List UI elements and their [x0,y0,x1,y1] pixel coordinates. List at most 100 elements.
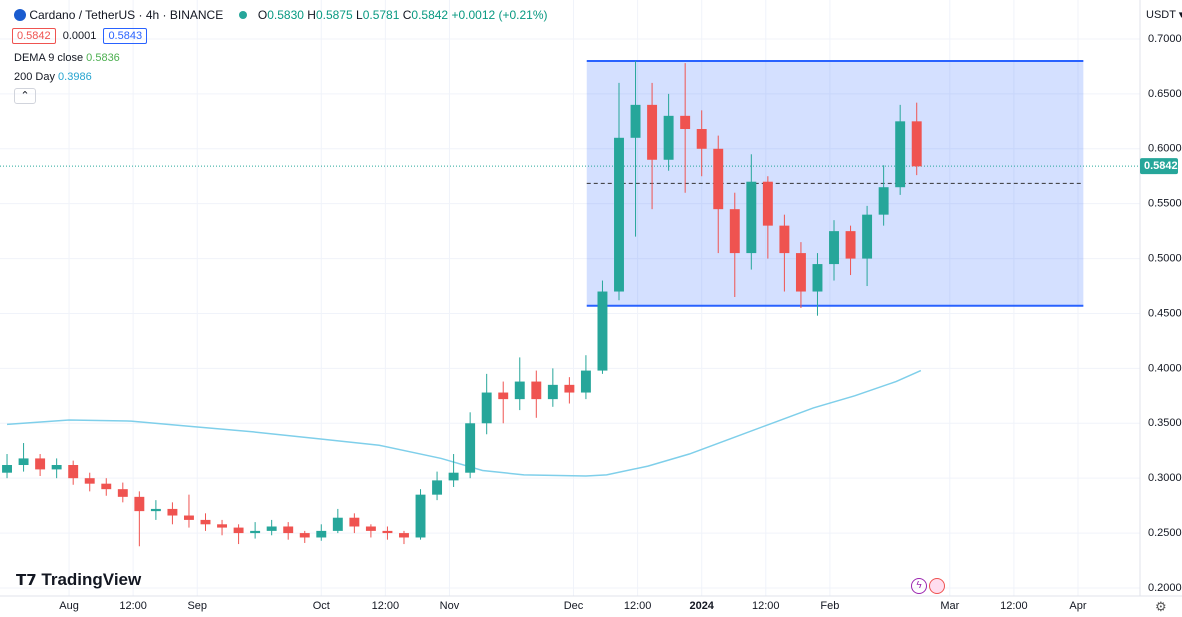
candle-body [200,519,211,525]
x-tick-label: 12:00 [752,600,780,612]
spread: 0.0001 [62,30,97,42]
candle-body [580,370,591,393]
candle-body [35,458,46,470]
ma-value: 0.3986 [58,71,92,83]
x-tick-label: Aug [59,600,79,612]
candle-body [729,209,740,254]
candle-body [432,480,443,495]
candle-body [365,526,376,531]
candle-body [184,515,194,520]
candle-body [117,489,128,497]
candle-body [746,181,757,254]
candle-body [713,148,724,210]
candle-body [498,392,509,400]
candle-body [316,530,327,538]
y-tick-label: 0.5500 [1148,198,1182,210]
c-label: C [402,8,412,22]
candle-body [217,524,228,528]
dema-name: DEMA 9 close [14,52,84,64]
candle-body [564,384,575,393]
last-price-tag [1140,158,1178,175]
settings-icon[interactable]: ⚙ [1155,599,1167,614]
close: 0.5842 [411,8,449,22]
x-tick-label: Apr [1069,600,1086,612]
candle-body [448,472,459,481]
y-tick-label: 0.4500 [1148,307,1182,319]
candle-body [233,527,244,534]
candle-body [829,231,839,265]
x-tick-label: Sep [187,600,207,612]
candle-body [845,231,856,259]
candle-body [18,458,29,466]
x-tick-label: Dec [564,600,584,612]
candle-body [382,530,393,534]
currency[interactable]: USDT [1146,9,1176,21]
x-tick-label: Nov [440,600,460,612]
status-dot [238,11,247,19]
candle-body [481,392,492,424]
dema-value: 0.5836 [86,52,120,64]
legend-header: Cardano / TetherUS · 4h · BINANCE O0.583… [14,8,548,22]
candle-body [895,121,906,188]
candle-body [762,181,773,226]
candle-body [878,187,889,215]
quote-boxes: 0.5842 0.0001 0.5843 [12,28,151,44]
y-tick-label: 0.6500 [1148,88,1182,100]
y-tick-label: 0.2500 [1148,527,1182,539]
candle-body [465,423,476,473]
candle-body [779,225,790,254]
candle-body [630,104,641,138]
l-label: L [356,8,363,22]
candle-body [150,508,161,512]
dema-legend: DEMA 9 close 0.5836 [14,52,120,64]
candle-body [614,137,624,292]
x-tick-label: Feb [820,600,839,612]
candle-body [795,253,806,292]
y-tick-label: 0.2000 [1148,582,1182,594]
candle-body [415,494,426,538]
candle-body [663,115,674,160]
y-tick-label: 0.4000 [1148,362,1182,374]
candle-body [283,526,294,534]
ma-name: 200 Day [14,71,55,83]
candle-body [250,530,261,534]
x-tick-label: 12:00 [624,600,652,612]
x-tick-label: 12:00 [372,600,400,612]
h-label: H [307,8,316,22]
change: +0.0012 (+0.21%) [451,8,548,22]
candle-body [2,465,12,473]
candle-body [514,381,525,400]
brand-text: TradingView [41,570,142,589]
candle-body [647,104,658,160]
candle-body [680,115,691,130]
candle-body [531,381,542,400]
flag-icon[interactable] [929,578,945,594]
ask[interactable]: 0.5843 [103,28,148,44]
candle-body [862,214,873,259]
candle-body [911,121,922,167]
candle-body [167,508,178,516]
x-tick-label: Oct [313,600,330,612]
candle-body [101,483,112,490]
collapse-button[interactable]: ⌃ [14,88,36,104]
last-price-label: 0.5842 [1144,160,1178,172]
symbol[interactable]: Cardano / TetherUS · 4h · BINANCE [29,8,224,22]
bid[interactable]: 0.5842 [12,28,56,44]
x-tick-label: Mar [940,600,959,612]
candle-body [812,264,823,292]
y-tick-label: 0.3500 [1148,417,1182,429]
high: 0.5875 [315,8,353,22]
x-tick-label: 12:00 [1000,600,1028,612]
candle-body [332,517,343,531]
x-tick-label: 12:00 [119,600,147,612]
brand: 𝗧𝟳 TradingView [16,570,141,590]
candle-body [399,533,409,538]
event-icon[interactable]: ϟ [911,578,927,594]
candle-body [51,465,62,470]
currency-menu[interactable]: USDT ▾ [1146,9,1182,21]
candle-body [547,384,558,400]
candle-body [266,526,277,531]
o-label: O [257,8,268,22]
